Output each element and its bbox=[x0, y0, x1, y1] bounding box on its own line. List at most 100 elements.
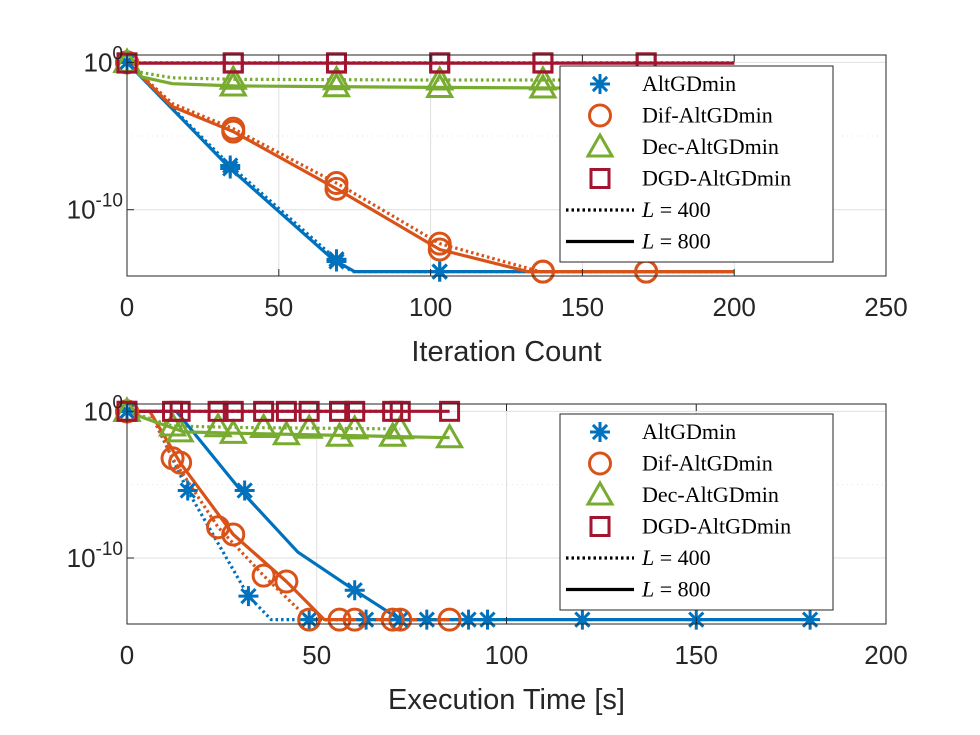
top-legend-item-altgdmin: AltGDmin bbox=[590, 71, 736, 96]
bottom-dec-altgdmin-L800-marker bbox=[218, 418, 248, 444]
bottom-altgdmin-L800-marker bbox=[390, 609, 411, 630]
bottom-legend-item-dec-altgdmin: Dec-AltGDmin bbox=[585, 479, 779, 507]
top-x-axis-label: Iteration Count bbox=[411, 336, 601, 368]
bottom-dif-altgdmin-L400-marker bbox=[342, 607, 367, 632]
bottom-legend-altgdmin-label: AltGDmin bbox=[642, 419, 736, 444]
bottom-dec-altgdmin-L400-marker bbox=[203, 411, 233, 438]
top-dif-altgdmin-L800-line bbox=[125, 61, 735, 274]
bottom-x-tick-label: 0 bbox=[120, 640, 134, 670]
bottom-legend-altgdmin-marker bbox=[590, 422, 610, 442]
top-x-tick-label: 250 bbox=[864, 292, 907, 322]
top-legend-item-l-800: L = 800 bbox=[566, 229, 711, 254]
top-legend-l-800-label: L = 800 bbox=[641, 229, 711, 254]
top-legend-box bbox=[559, 65, 834, 263]
bottom-dgd-altgdmin-L800-marker bbox=[222, 400, 244, 422]
bottom-dif-altgdmin-L400-marker bbox=[251, 563, 276, 588]
bottom-y-tick-label: 10-10 bbox=[67, 539, 123, 573]
bottom-dec-altgdmin-L800-marker bbox=[324, 421, 355, 447]
top-chart: 0 50 100 150 200 250 100 10-10 Iteration Count Al… bbox=[67, 43, 908, 368]
bottom-legend-l-800-label: L = 800 bbox=[641, 577, 711, 602]
bottom-altgdmin-L400-marker bbox=[416, 609, 437, 630]
bottom-y-tick-label: 100 bbox=[84, 392, 124, 426]
bottom-altgdmin-L400-marker bbox=[477, 609, 498, 630]
top-dgd-altgdmin-L800-marker bbox=[429, 52, 451, 74]
top-axes-box bbox=[126, 54, 887, 277]
bottom-dgd-altgdmin-L800-marker bbox=[275, 400, 297, 422]
top-x-tick-label: 100 bbox=[409, 292, 452, 322]
bottom-altgdmin-L800-marker bbox=[572, 609, 593, 630]
bottom-dif-altgdmin-L400-marker bbox=[388, 607, 413, 632]
bottom-x-axis-label: Execution Time [s] bbox=[388, 684, 625, 716]
bottom-legend-dgd-altgdmin-label: DGD-AltGDmin bbox=[642, 514, 791, 539]
bottom-legend: AltGDmin Dif-AltGDmin Dec-AltGDmin DGD-AltG… bbox=[559, 413, 834, 611]
top-dif-altgdmin-L400-line bbox=[125, 61, 735, 274]
top-y-tick-label: 100 bbox=[84, 43, 124, 77]
top-dgd-altgdmin-L800-marker bbox=[325, 52, 347, 74]
bottom-dgd-altgdmin-L800-marker bbox=[169, 400, 191, 422]
bottom-legend-dec-altgdmin-label: Dec-AltGDmin bbox=[642, 482, 779, 507]
top-dif-altgdmin-L800-marker bbox=[221, 119, 246, 144]
bottom-dif-altgdmin-L800-marker bbox=[327, 607, 352, 632]
bottom-legend-item-dif-altgdmin: Dif-AltGDmin bbox=[588, 451, 773, 476]
bottom-chart: 0 50 100 150 200 100 10-10 Execution Time [s] Al… bbox=[67, 392, 908, 716]
bottom-dif-altgdmin-L400-marker bbox=[297, 607, 322, 632]
top-dec-altgdmin-L400-marker bbox=[218, 64, 248, 90]
top-dec-altgdmin-L800-marker bbox=[218, 70, 248, 97]
bottom-altgdmin-L800-marker bbox=[458, 609, 479, 630]
top-legend-l-400-label: L = 400 bbox=[641, 197, 711, 222]
bottom-dec-altgdmin-L800-marker bbox=[271, 419, 301, 446]
top-dif-altgdmin-L800-marker bbox=[530, 259, 555, 284]
bottom-dgd-altgdmin-L400-marker bbox=[344, 400, 366, 422]
top-dec-altgdmin-L400-marker bbox=[321, 64, 352, 91]
bottom-x-tick-label: 150 bbox=[675, 640, 718, 670]
top-x-tick-label: 150 bbox=[561, 292, 604, 322]
top-legend-dgd-altgdmin-marker bbox=[589, 168, 611, 189]
top-legend-dgd-altgdmin-label: DGD-AltGDmin bbox=[642, 166, 791, 191]
bottom-altgdmin-L800-marker bbox=[344, 580, 365, 601]
top-dif-altgdmin-L800-marker bbox=[324, 176, 349, 201]
top-altgdmin-L800-marker bbox=[220, 158, 241, 179]
top-legend-item-dec-altgdmin: Dec-AltGDmin bbox=[585, 131, 779, 159]
bottom-x-tick-label: 50 bbox=[302, 640, 331, 670]
bottom-legend-dif-altgdmin-marker bbox=[588, 451, 612, 476]
bottom-dgd-altgdmin-L400-marker bbox=[298, 400, 320, 422]
bottom-dif-altgdmin-L800-marker bbox=[437, 607, 462, 632]
bottom-legend-box bbox=[559, 413, 834, 611]
bottom-dif-altgdmin-L800-marker bbox=[380, 607, 405, 632]
bottom-dgd-altgdmin-L800-marker bbox=[329, 400, 351, 422]
top-x-tick-label: 50 bbox=[264, 292, 293, 322]
bottom-legend-item-altgdmin: AltGDmin bbox=[590, 419, 736, 444]
top-dif-altgdmin-L400-marker bbox=[427, 231, 452, 256]
top-y-tick-label: 10-10 bbox=[67, 191, 123, 225]
top-dif-altgdmin-L800-marker bbox=[427, 237, 452, 262]
bottom-altgdmin-L800-marker bbox=[800, 609, 821, 630]
bottom-dif-altgdmin-L800-marker bbox=[274, 569, 299, 594]
top-dec-altgdmin-L800-marker bbox=[528, 72, 558, 99]
top-legend-item-l-400: L = 400 bbox=[566, 197, 711, 222]
bottom-dgd-altgdmin-L800-marker bbox=[382, 400, 404, 422]
bottom-legend-l-400-label: L = 400 bbox=[641, 545, 711, 570]
bottom-x-tick-label: 200 bbox=[864, 640, 907, 670]
bottom-dif-altgdmin-L800-marker bbox=[221, 522, 246, 547]
top-altgdmin-L800-marker bbox=[326, 251, 347, 272]
top-dec-altgdmin-L800-line bbox=[125, 61, 735, 91]
top-legend-altgdmin-label: AltGDmin bbox=[642, 71, 736, 96]
top-dgd-altgdmin-L800-marker bbox=[532, 52, 554, 74]
bottom-dec-altgdmin-L400-marker bbox=[249, 412, 279, 438]
bottom-legend-item-l-800: L = 800 bbox=[566, 577, 711, 602]
bottom-legend-dgd-altgdmin-marker bbox=[589, 516, 611, 537]
bottom-dgd-altgdmin-L800-marker bbox=[439, 400, 461, 422]
bottom-x-tick-label: 100 bbox=[485, 640, 528, 670]
top-legend-dec-altgdmin-label: Dec-AltGDmin bbox=[642, 134, 779, 159]
bottom-dif-altgdmin-L800-marker bbox=[168, 450, 193, 475]
top-altgdmin-L800-marker bbox=[429, 261, 450, 282]
top-legend-altgdmin-marker bbox=[590, 74, 610, 94]
bottom-altgdmin-L400-marker bbox=[299, 609, 320, 630]
top-dec-altgdmin-L800-marker bbox=[321, 71, 352, 98]
top-legend-item-dgd-altgdmin: DGD-AltGDmin bbox=[589, 166, 791, 191]
top-dec-altgdmin-L400-marker bbox=[528, 65, 558, 91]
bottom-legend-dec-altgdmin-marker bbox=[585, 479, 615, 506]
top-legend-dif-altgdmin-label: Dif-AltGDmin bbox=[642, 103, 773, 128]
bottom-dec-altgdmin-L800-marker bbox=[434, 422, 465, 449]
